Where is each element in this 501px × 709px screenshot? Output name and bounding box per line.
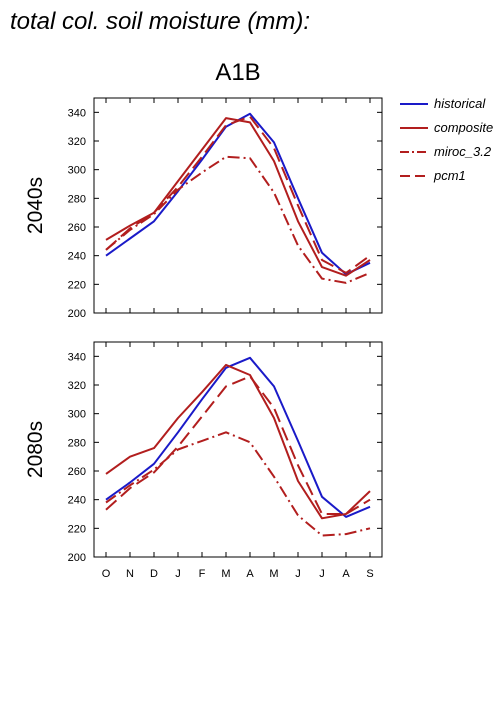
series-line-historical xyxy=(105,356,371,518)
chart-title: A1B xyxy=(215,59,260,86)
x-tick-label: O xyxy=(102,568,111,580)
x-tick-label: J xyxy=(175,568,181,580)
series-line-historical xyxy=(105,112,371,276)
y-tick-label: 240 xyxy=(68,251,86,263)
panel-frame xyxy=(93,97,383,314)
x-tick-label: A xyxy=(246,568,254,580)
y-tick-label: 260 xyxy=(68,222,86,234)
x-tick-label: D xyxy=(150,568,158,580)
legend-item: composite xyxy=(434,120,493,135)
series-line-pcm1 xyxy=(105,115,371,274)
y-tick-label: 240 xyxy=(68,495,86,507)
y-tick-label: 200 xyxy=(68,308,86,320)
series-line-miroc-3-2 xyxy=(105,431,371,537)
y-tick-label: 220 xyxy=(68,279,86,291)
x-tick-label: A xyxy=(342,568,350,580)
y-tick-label: 320 xyxy=(68,380,86,392)
y-tick-label: 340 xyxy=(68,107,86,119)
legend-item: miroc_3.2 xyxy=(434,144,492,159)
series-line-pcm1 xyxy=(105,375,371,515)
legend-item: pcm1 xyxy=(433,168,466,183)
series-line-composite xyxy=(105,363,371,520)
page-title: total col. soil moisture (mm): xyxy=(10,8,311,35)
y-tick-label: 280 xyxy=(68,193,86,205)
y-tick-label: 220 xyxy=(68,523,86,535)
x-tick-label: M xyxy=(269,568,278,580)
x-tick-label: F xyxy=(199,568,206,580)
y-tick-label: 200 xyxy=(68,552,86,564)
x-tick-label: M xyxy=(221,568,230,580)
y-tick-label: 260 xyxy=(68,466,86,478)
panel-frame xyxy=(93,341,383,558)
y-tick-label: 340 xyxy=(68,351,86,363)
legend-item: historical xyxy=(434,96,486,111)
x-tick-label: J xyxy=(295,568,301,580)
y-tick-label: 320 xyxy=(68,136,86,148)
series-line-composite xyxy=(105,117,371,277)
panel-label: 2040s xyxy=(24,177,47,234)
panel-label: 2080s xyxy=(24,421,47,478)
y-tick-label: 300 xyxy=(68,409,86,421)
series-line-miroc-3-2 xyxy=(105,155,371,284)
x-tick-label: S xyxy=(366,568,373,580)
x-tick-label: N xyxy=(126,568,134,580)
x-tick-label: J xyxy=(319,568,325,580)
y-tick-label: 300 xyxy=(68,165,86,177)
y-tick-label: 280 xyxy=(68,437,86,449)
